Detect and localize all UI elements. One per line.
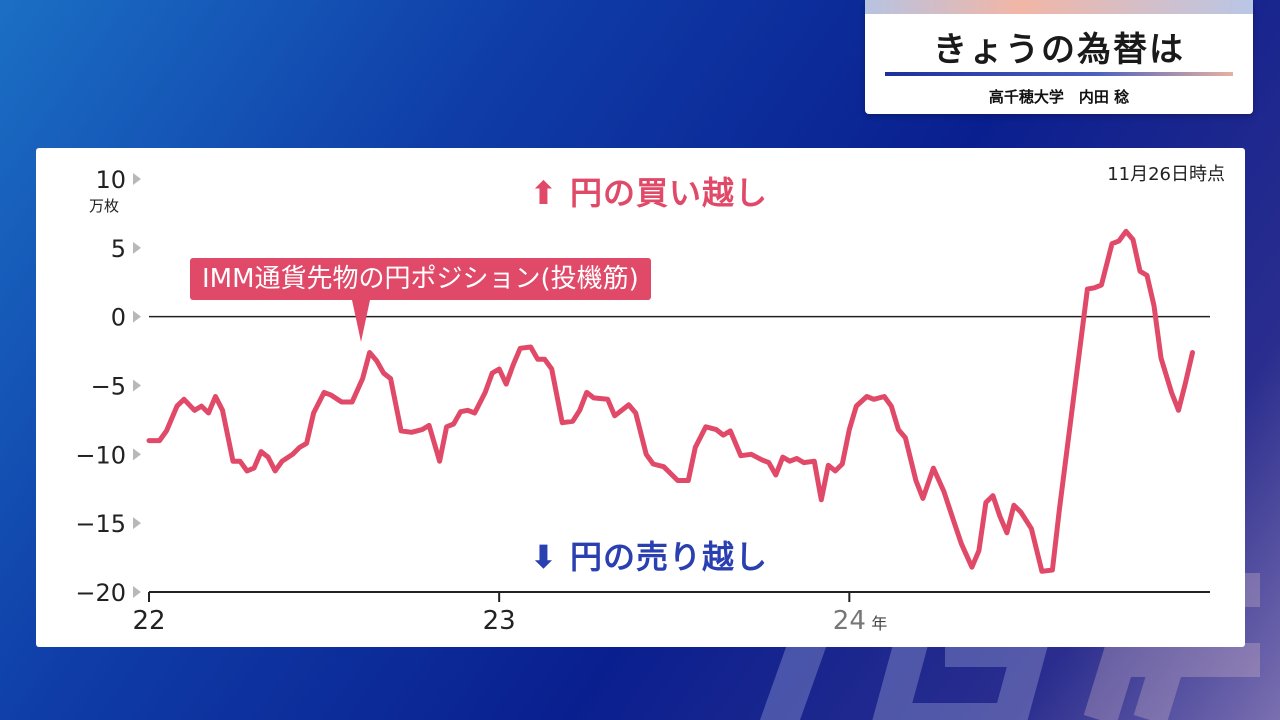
arrow-down-icon: ⬇ <box>530 538 558 576</box>
y-tick-label: −15 <box>75 510 126 538</box>
x-tick-label: 24 <box>833 606 866 636</box>
series-line <box>146 228 1195 574</box>
y-tick-label: 5 <box>111 235 126 263</box>
y-tick-marker <box>133 310 141 323</box>
y-tick-marker <box>133 241 141 254</box>
y-unit-label: 万枚 <box>89 197 119 215</box>
buy-annotation-text: 円の買い越し <box>569 174 768 212</box>
y-tick-marker <box>133 517 141 530</box>
y-tick-label: −10 <box>75 441 126 469</box>
x-tick-label: 23 <box>483 606 516 636</box>
y-tick-marker <box>133 448 141 461</box>
arrow-up-icon: ⬆ <box>530 174 558 212</box>
y-tick-marker <box>133 586 141 598</box>
y-tick-label: −5 <box>91 373 126 401</box>
y-tick-label: 10 <box>95 166 126 194</box>
buy-annotation: ⬆ 円の買い越し <box>530 168 768 214</box>
program-title-box: きょうの為替は 高千穂大学 内田 稔 <box>865 0 1253 114</box>
x-tick-suffix: 年 <box>871 614 887 633</box>
sell-annotation: ⬇ 円の売り越し <box>530 532 768 578</box>
program-title: きょうの為替は <box>933 30 1185 70</box>
chart-title: IMM通貨先物の円ポジション(投機筋) <box>202 264 639 294</box>
y-tick-marker <box>133 173 141 185</box>
x-tick-label: 22 <box>132 606 165 636</box>
chart-card: 10 5 0 −5 −10 −15 −20 万枚 22 23 24 年 ⬆ 円の買い越し ⬇ 円の売り… <box>36 148 1245 647</box>
chart-title-callout: IMM通貨先物の円ポジション(投機筋) <box>190 258 651 300</box>
line-chart: 10 5 0 −5 −10 −15 −20 万枚 22 23 24 年 <box>75 166 1210 636</box>
callout-pointer <box>352 300 370 342</box>
y-tick-label: −20 <box>75 579 126 607</box>
sell-annotation-text: 円の売り越し <box>569 538 768 576</box>
commentator-name: 高千穂大学 内田 稔 <box>988 88 1130 106</box>
y-tick-label: 0 <box>111 304 126 332</box>
y-tick-marker <box>133 379 141 392</box>
title-topbar <box>865 0 1253 14</box>
title-underline <box>885 72 1233 76</box>
as-of-date: 11月26日時点 <box>1107 164 1225 185</box>
